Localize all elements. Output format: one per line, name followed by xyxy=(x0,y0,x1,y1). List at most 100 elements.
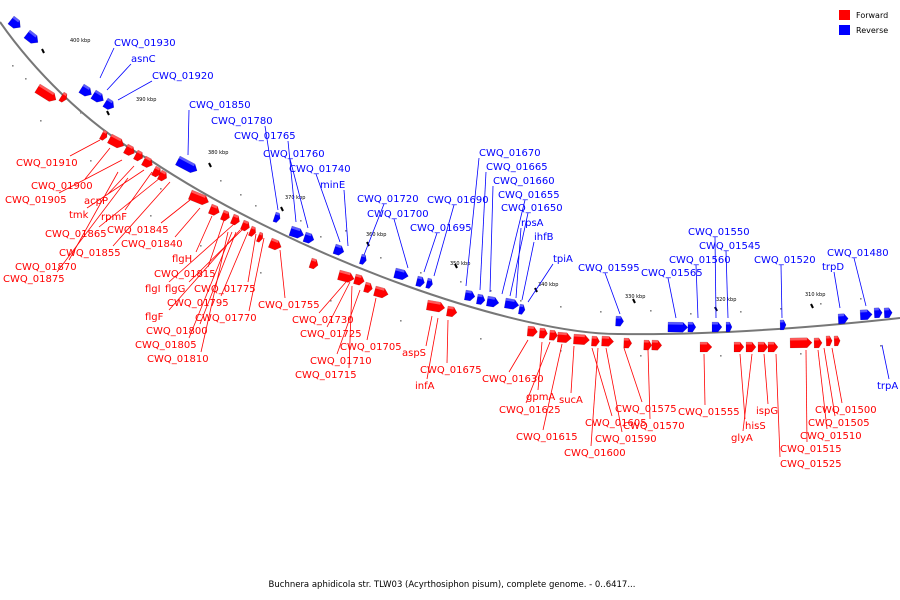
forward-gene-label-cwq-01590: CWQ_01590 xyxy=(595,434,657,445)
reverse-gene-leader-line xyxy=(287,140,297,223)
forward-gene-feature xyxy=(733,341,745,353)
forward-gene-feature xyxy=(229,213,240,226)
forward-gene-leader-line xyxy=(739,353,746,420)
track-dot xyxy=(690,313,692,315)
forward-gene-label-cwq-01770: CWQ_01770 xyxy=(195,313,257,324)
track-dot xyxy=(345,230,347,232)
track-dot xyxy=(460,281,462,283)
forward-gene-label-tmk: tmk xyxy=(69,210,89,221)
reverse-gene-feature xyxy=(725,321,733,333)
reverse-gene-feature xyxy=(486,295,500,308)
forward-gene-feature xyxy=(107,133,125,149)
reverse-gene-leader-line xyxy=(393,218,409,269)
forward-gene-label-gpma: gpmA xyxy=(526,392,555,403)
forward-gene-label-cwq-01715: CWQ_01715 xyxy=(295,370,357,381)
forward-gene-leader-line xyxy=(86,169,145,209)
reverse-gene-feature xyxy=(687,321,697,333)
forward-gene-label-glya: glyA xyxy=(731,433,753,444)
track-dot xyxy=(255,205,257,207)
reverse-gene-leader-line xyxy=(315,173,341,243)
forward-gene-leader-line xyxy=(591,347,613,417)
forward-gene-feature xyxy=(151,165,161,178)
reverse-gene-leader-line xyxy=(780,264,783,319)
forward-gene-label-cwq-01505: CWQ_01505 xyxy=(808,418,870,429)
reverse-gene-label-trpd: trpD xyxy=(822,262,844,273)
forward-gene-leader-line xyxy=(98,177,161,228)
track-dot xyxy=(740,311,742,313)
scale-tick-mark xyxy=(208,162,212,168)
forward-gene-label-cwq-01755: CWQ_01755 xyxy=(258,300,320,311)
forward-gene-feature xyxy=(757,341,769,353)
forward-gene-leader-line xyxy=(84,147,111,180)
scale-tick-label: 390 kbp xyxy=(136,97,156,103)
reverse-gene-feature xyxy=(873,307,883,319)
forward-gene-leader-line xyxy=(366,297,377,341)
forward-gene-feature xyxy=(767,341,779,353)
track-dot xyxy=(300,220,302,222)
scale-tick-label: 380 kbp xyxy=(208,150,228,156)
reverse-gene-leader-line xyxy=(725,250,729,319)
forward-gene-label-cwq-01725: CWQ_01725 xyxy=(300,329,362,340)
reverse-gene-leader-line xyxy=(667,277,677,319)
scale-tick-label: 400 kbp xyxy=(70,38,90,44)
scale-tick-label: 370 kbp xyxy=(285,195,305,201)
reverse-gene-leader-line xyxy=(289,158,309,229)
forward-gene-label-cwq-01840: CWQ_01840 xyxy=(121,239,183,250)
reverse-gene-label-cwq-01595: CWQ_01595 xyxy=(578,263,640,274)
reverse-gene-feature xyxy=(837,313,849,325)
reverse-gene-label-cwq-01700: CWQ_01700 xyxy=(367,209,429,220)
scale-tick-label: 340 kbp xyxy=(538,282,558,288)
forward-gene-leader-line xyxy=(805,349,808,443)
forward-gene-label-flgh: flgH xyxy=(172,254,192,265)
track-dot xyxy=(380,257,382,259)
forward-gene-feature xyxy=(538,327,548,339)
forward-gene-leader-line xyxy=(348,285,353,369)
forward-gene-label-cwq-01675: CWQ_01675 xyxy=(420,365,482,376)
reverse-gene-label-ihfb: ihfB xyxy=(534,232,554,243)
reverse-gene-leader-line xyxy=(363,203,385,256)
track-dot xyxy=(800,353,802,355)
forward-gene-feature xyxy=(426,299,446,313)
forward-gene-feature xyxy=(219,209,230,222)
track-dot xyxy=(880,345,882,347)
track-dot xyxy=(400,320,402,322)
forward-gene-label-cwq-01600: CWQ_01600 xyxy=(564,448,626,459)
track-dot xyxy=(490,290,492,292)
forward-gene-leader-line xyxy=(537,341,543,391)
reverse-gene-leader-line xyxy=(117,80,153,101)
reverse-gene-feature xyxy=(476,293,486,305)
forward-gene-feature xyxy=(643,339,653,351)
forward-gene-feature xyxy=(373,285,389,299)
forward-gene-label-flgi: flgI xyxy=(145,284,161,295)
forward-gene-feature xyxy=(573,333,590,345)
reverse-gene-feature xyxy=(393,267,409,281)
forward-gene-label-cwq-01570: CWQ_01570 xyxy=(623,421,685,432)
reverse-gene-leader-line xyxy=(501,199,526,295)
track-dot xyxy=(90,160,92,162)
reverse-gene-leader-line xyxy=(853,257,867,307)
reverse-gene-feature xyxy=(272,211,281,223)
forward-gene-feature xyxy=(591,335,600,347)
forward-gene-leader-line xyxy=(107,165,135,195)
reverse-gene-leader-line xyxy=(527,263,554,303)
forward-gene-label-cwq-01625: CWQ_01625 xyxy=(499,405,561,416)
scale-tick-mark xyxy=(106,110,110,116)
forward-gene-leader-line xyxy=(188,231,233,339)
track-dot xyxy=(640,355,642,357)
reverse-gene-leader-line xyxy=(465,157,480,287)
reverse-gene-label-cwq-01565: CWQ_01565 xyxy=(641,268,703,279)
forward-gene-feature xyxy=(123,143,135,156)
forward-gene-leader-line xyxy=(220,231,249,297)
scale-tick-mark xyxy=(41,48,45,54)
forward-gene-leader-line xyxy=(168,223,235,283)
reverse-gene-label-cwq-01650: CWQ_01650 xyxy=(501,203,563,214)
reverse-gene-feature xyxy=(425,277,433,289)
forward-gene-label-infa: infA xyxy=(415,381,435,392)
forward-gene-leader-line xyxy=(542,343,563,431)
reverse-gene-feature xyxy=(883,307,893,319)
genome-backbone xyxy=(0,21,900,336)
reverse-gene-leader-line xyxy=(106,63,132,91)
reverse-gene-label-cwq-01720: CWQ_01720 xyxy=(357,194,419,205)
forward-gene-feature xyxy=(526,325,538,337)
